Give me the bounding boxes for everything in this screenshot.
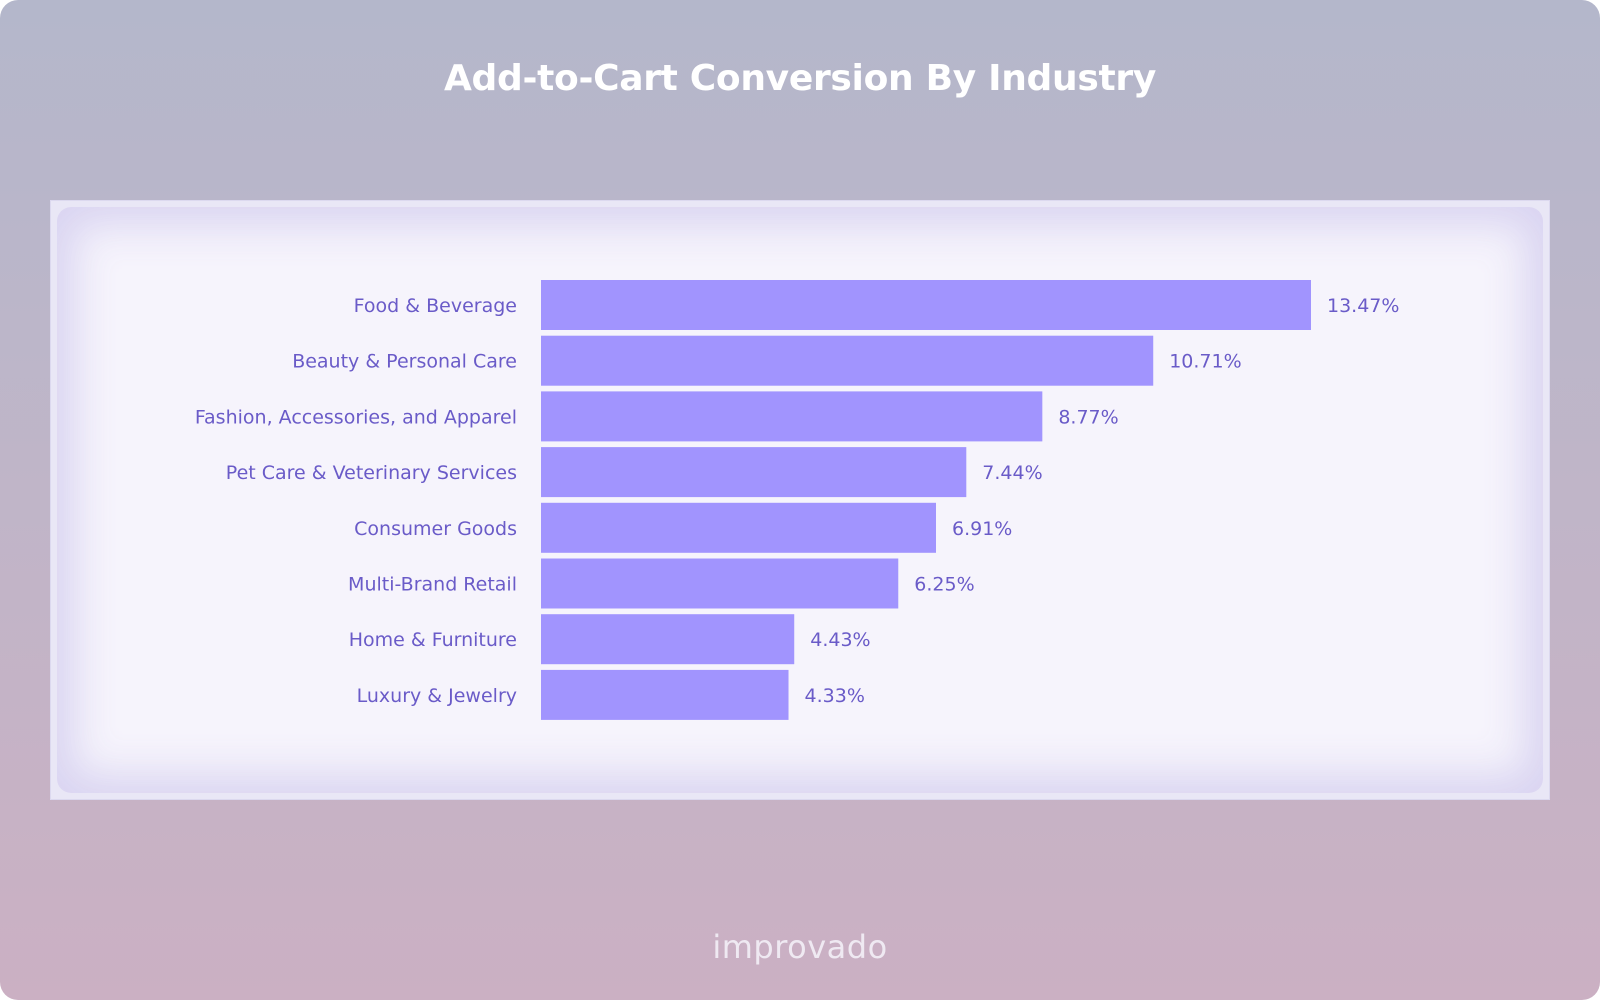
chart-title: Add-to-Cart Conversion By Industry (443, 58, 1157, 99)
value-label: 8.77% (1058, 406, 1118, 428)
value-label: 13.47% (1327, 295, 1399, 317)
value-label: 4.33% (805, 685, 865, 707)
value-label: 10.71% (1169, 351, 1241, 373)
bar-5 (541, 502, 937, 553)
bar-4 (541, 447, 967, 498)
value-label: 6.25% (914, 574, 974, 596)
value-label: 7.44% (982, 462, 1042, 484)
bar-6 (541, 558, 899, 609)
improvado-logo: improvado (712, 928, 888, 966)
bar-2 (541, 335, 1154, 386)
chart-panel: Food & Beverage 13.47% Beauty & Personal C… (50, 200, 1550, 800)
category-label: Fashion, Accessories, and Apparel (195, 406, 517, 428)
category-label: Luxury & Jewelry (357, 685, 517, 707)
category-label: Beauty & Personal Care (292, 351, 517, 373)
category-label: Food & Beverage (354, 295, 517, 317)
category-label: Consumer Goods (354, 518, 517, 540)
chart-panel-inner: Food & Beverage 13.47% Beauty & Personal C… (57, 207, 1543, 793)
category-label: Home & Furniture (349, 629, 517, 651)
value-label: 6.91% (952, 518, 1012, 540)
bar-7 (541, 614, 795, 665)
bar-8 (541, 669, 789, 720)
bar-chart: Food & Beverage 13.47% Beauty & Personal C… (195, 280, 1399, 720)
category-label: Multi-Brand Retail (348, 574, 517, 596)
bar-3 (541, 391, 1043, 442)
value-label: 4.43% (810, 629, 870, 651)
bar-1 (541, 280, 1311, 330)
category-label: Pet Care & Veterinary Services (226, 462, 517, 484)
